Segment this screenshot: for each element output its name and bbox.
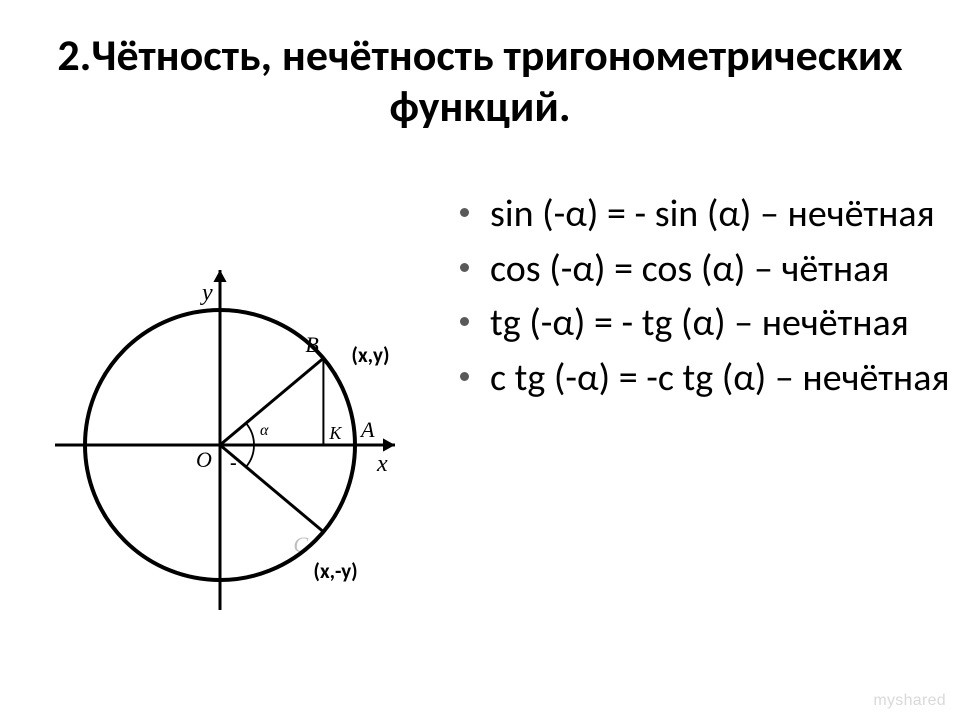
svg-text:O: O bbox=[196, 447, 212, 472]
bullet-text: sin (-α) = - sin (α) – нечётная bbox=[490, 191, 935, 237]
bullet-list-container: sin (-α) = - sin (α) – нечётная cos (-α)… bbox=[450, 190, 950, 409]
bullet-item: tg (-α) = - tg (α) – нечётная bbox=[450, 299, 950, 348]
slide-content: y x O A B Kα - (x,y) (x,-y)C sin (-α) = - sin (α… bbox=[0, 190, 960, 690]
watermark: myshared bbox=[873, 692, 946, 710]
diagram-svg: y x O A B Kα - (x,y) (x,-y)C bbox=[30, 235, 430, 635]
slide: 2.Чётность, нечётность тригонометрически… bbox=[0, 0, 960, 720]
svg-text:K: K bbox=[328, 423, 342, 443]
svg-text:B: B bbox=[305, 332, 318, 357]
bullet-text: cos (-α) = cos (α) – чётная bbox=[490, 246, 889, 292]
bullet-text: tg (-α) = - tg (α) – нечётная bbox=[490, 300, 909, 346]
bullet-icon bbox=[460, 372, 469, 381]
svg-text:A: A bbox=[359, 417, 375, 442]
bullet-list: sin (-α) = - sin (α) – нечётная cos (-α)… bbox=[450, 190, 950, 403]
svg-text:(x,-y): (x,-y) bbox=[313, 558, 357, 584]
unit-circle-diagram: y x O A B Kα - (x,y) (x,-y)C bbox=[30, 235, 430, 635]
svg-text:y: y bbox=[200, 280, 213, 306]
bullet-icon bbox=[460, 317, 469, 326]
svg-text:α: α bbox=[260, 422, 269, 439]
svg-text:(x,y): (x,y) bbox=[351, 342, 389, 368]
bullet-item: sin (-α) = - sin (α) – нечётная bbox=[450, 190, 950, 239]
bullet-item: cos (-α) = cos (α) – чётная bbox=[450, 245, 950, 294]
svg-text:C: C bbox=[293, 532, 308, 557]
bullet-item: с tg (-α) = -с tg (α) – нечётная bbox=[450, 354, 950, 403]
bullet-icon bbox=[460, 208, 469, 217]
svg-text:x: x bbox=[376, 451, 388, 477]
bullet-text: с tg (-α) = -с tg (α) – нечётная bbox=[490, 355, 949, 401]
slide-title: 2.Чётность, нечётность тригонометрически… bbox=[0, 30, 960, 131]
svg-text:-: - bbox=[230, 452, 237, 474]
bullet-icon bbox=[460, 263, 469, 272]
